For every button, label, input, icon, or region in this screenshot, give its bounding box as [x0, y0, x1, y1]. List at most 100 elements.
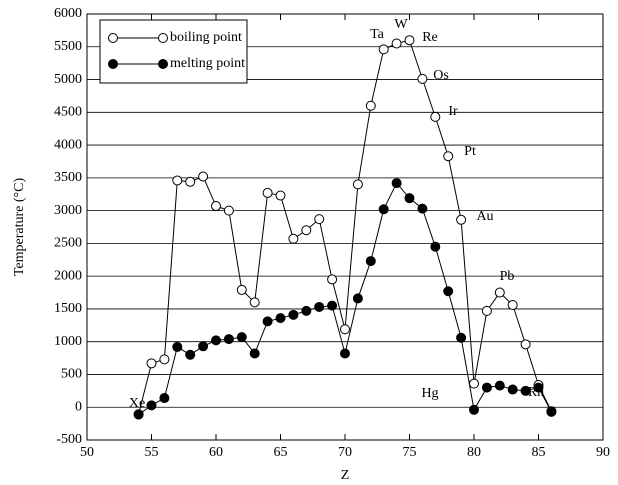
- data-point: [185, 176, 196, 187]
- data-point: [262, 187, 273, 198]
- data-point: [520, 339, 531, 350]
- data-point: [404, 193, 415, 204]
- element-label: Au: [476, 209, 493, 224]
- data-point: [443, 286, 454, 297]
- data-point: [314, 214, 325, 225]
- data-point: [327, 274, 338, 285]
- element-label: Ir: [448, 104, 458, 119]
- y-tick-label: -500: [56, 432, 82, 447]
- data-point: [159, 393, 170, 404]
- data-point: [262, 316, 273, 327]
- data-point: [172, 175, 183, 186]
- legend-marker: [108, 33, 118, 43]
- element-label: Xe: [129, 396, 145, 411]
- data-point: [275, 313, 286, 324]
- data-point: [417, 203, 428, 214]
- data-point: [172, 341, 183, 352]
- y-tick-label: 3500: [54, 170, 82, 185]
- element-label: Pt: [464, 144, 476, 159]
- legend-marker: [158, 33, 168, 43]
- legend-label: melting point: [170, 56, 245, 71]
- y-tick-label: 1000: [54, 334, 82, 349]
- x-axis-label: Z: [341, 468, 350, 483]
- data-point: [507, 299, 518, 310]
- data-point: [533, 382, 544, 393]
- data-point: [430, 111, 441, 122]
- y-tick-label: 1500: [54, 301, 82, 316]
- x-tick-label: 55: [145, 445, 159, 460]
- data-point: [314, 301, 325, 312]
- data-point: [301, 225, 312, 236]
- y-tick-label: 2500: [54, 236, 82, 251]
- legend-marker: [108, 59, 118, 69]
- data-point: [365, 100, 376, 111]
- data-point: [288, 309, 299, 320]
- element-label: W: [394, 17, 408, 32]
- data-point: [378, 204, 389, 215]
- data-point: [159, 354, 170, 365]
- element-label: Re: [422, 30, 438, 45]
- element-label: Pb: [500, 269, 515, 284]
- data-point: [546, 406, 557, 417]
- data-point: [288, 233, 299, 244]
- data-point: [275, 190, 286, 201]
- y-tick-label: 5000: [54, 72, 82, 87]
- data-point: [481, 305, 492, 316]
- data-point: [340, 348, 350, 359]
- legend-label: boiling point: [170, 30, 242, 45]
- y-tick-label: 6000: [54, 6, 82, 21]
- data-point: [249, 297, 260, 308]
- data-point: [391, 38, 402, 49]
- x-tick-label: 65: [274, 445, 288, 460]
- x-tick-label: 50: [80, 445, 94, 460]
- data-point: [378, 44, 389, 55]
- y-tick-label: 0: [75, 399, 82, 414]
- data-point: [391, 178, 402, 189]
- data-point: [236, 284, 247, 295]
- data-point: [494, 380, 505, 391]
- data-point: [236, 332, 247, 343]
- data-point: [198, 171, 209, 182]
- data-point: [456, 214, 467, 225]
- data-point: [211, 335, 221, 346]
- x-tick-label: 70: [338, 445, 352, 460]
- data-point: [469, 378, 479, 389]
- data-point: [301, 305, 312, 316]
- data-point: [327, 300, 338, 311]
- data-point: [507, 384, 518, 395]
- data-point: [494, 287, 505, 298]
- y-tick-label: 4000: [54, 137, 82, 152]
- data-point: [133, 409, 144, 420]
- y-tick-label: 2000: [54, 268, 82, 283]
- data-point: [185, 349, 196, 360]
- y-tick-label: 3000: [54, 203, 82, 218]
- data-point: [146, 400, 157, 411]
- data-point: [456, 332, 467, 343]
- element-label: Os: [433, 68, 449, 83]
- data-point: [223, 334, 234, 345]
- data-point: [211, 201, 221, 212]
- data-point: [223, 205, 234, 216]
- legend-marker: [158, 59, 168, 69]
- data-point: [352, 293, 363, 304]
- x-tick-label: 75: [403, 445, 417, 460]
- legend-box: [99, 19, 248, 84]
- data-point: [520, 385, 531, 396]
- y-axis-label: Temperature (°C): [12, 178, 27, 277]
- x-tick-label: 60: [209, 445, 223, 460]
- data-point: [249, 348, 260, 359]
- data-point: [146, 358, 157, 369]
- element-label: Ta: [370, 27, 385, 42]
- x-tick-label: 90: [596, 445, 610, 460]
- x-tick-label: 85: [532, 445, 546, 460]
- y-tick-label: 5500: [54, 39, 82, 54]
- data-point: [417, 73, 428, 84]
- y-tick-label: 4500: [54, 105, 82, 120]
- data-point: [430, 241, 441, 252]
- element-label: Rn: [528, 385, 544, 400]
- x-tick-label: 80: [467, 445, 481, 460]
- element-label: Hg: [421, 386, 438, 401]
- data-point: [443, 151, 454, 162]
- data-point: [365, 256, 376, 267]
